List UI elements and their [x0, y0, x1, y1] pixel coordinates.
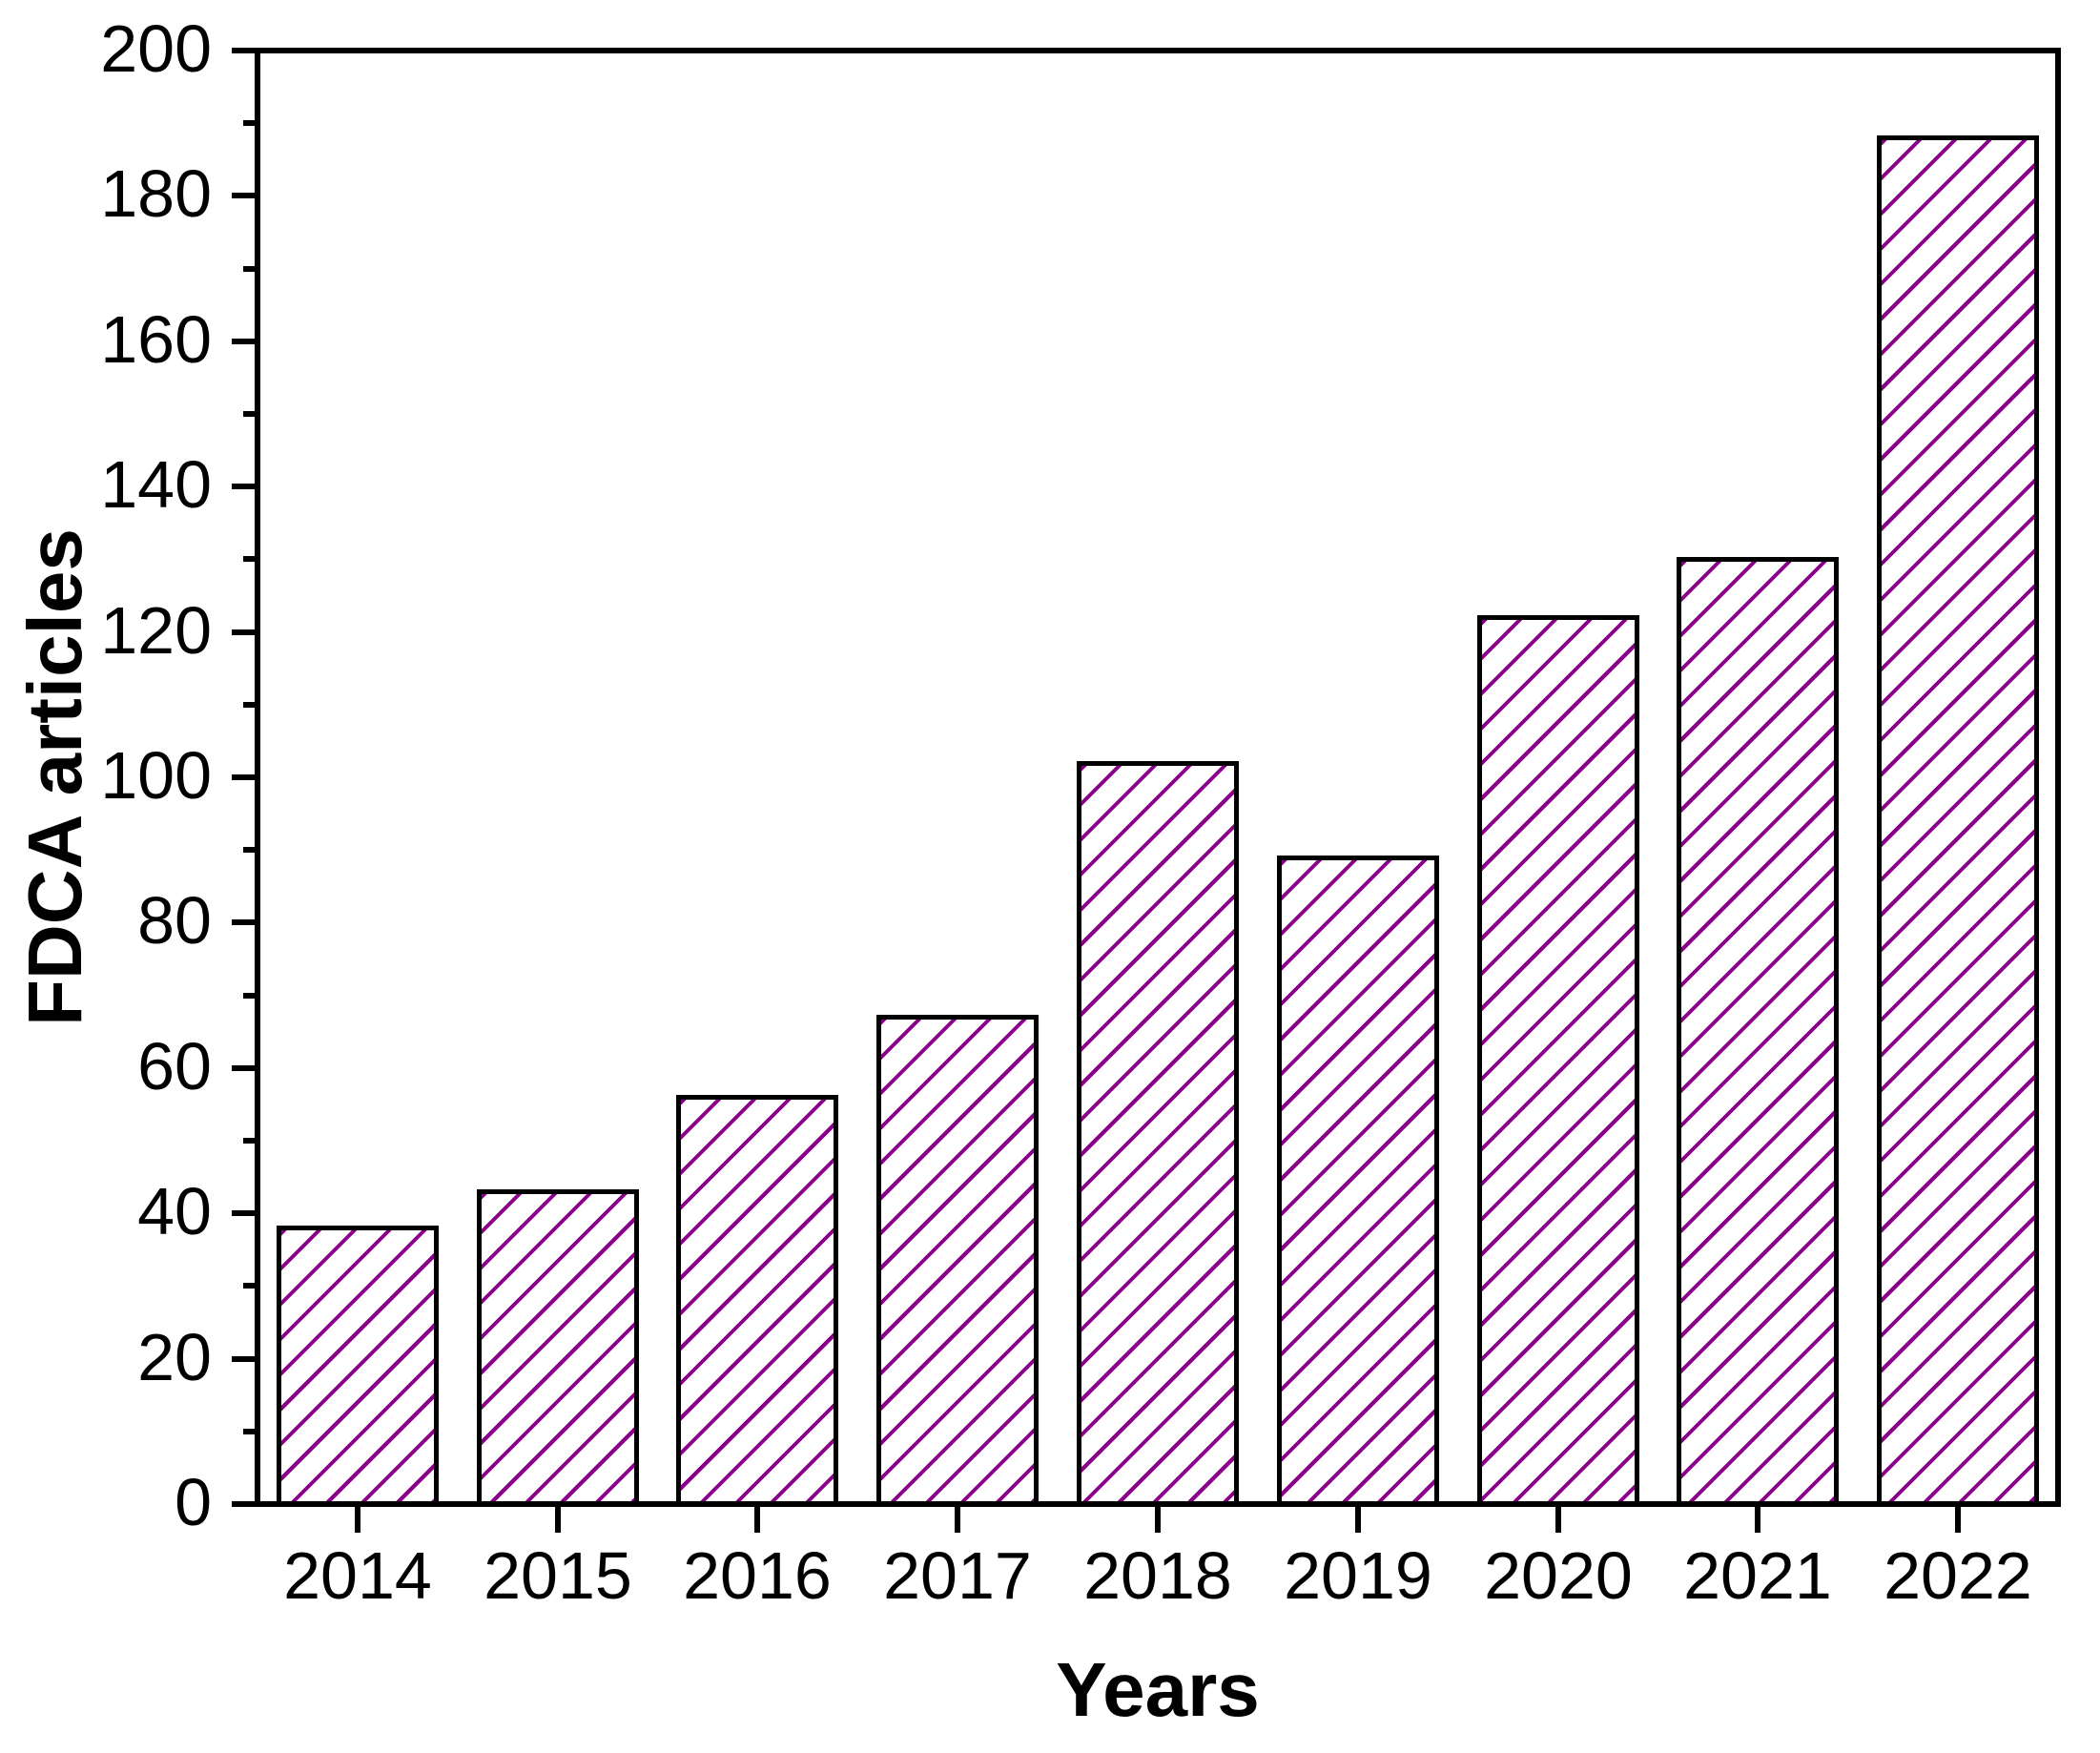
x-axis-tick-label: 2022	[1884, 1538, 2032, 1613]
x-axis-major-tick	[1555, 1504, 1561, 1533]
y-axis-tick-label: 40	[137, 1174, 212, 1248]
y-axis-minor-tick	[243, 1283, 260, 1289]
bar-2018	[1077, 761, 1239, 1507]
y-axis-major-tick	[232, 629, 260, 635]
y-axis-minor-tick	[243, 993, 260, 999]
y-axis-tick-label: 100	[100, 738, 212, 813]
x-axis-major-tick	[1155, 1504, 1161, 1533]
bar-2022	[1877, 135, 2039, 1507]
x-axis-major-tick	[1355, 1504, 1361, 1533]
bar-2020	[1477, 615, 1639, 1507]
y-axis-tick-label: 60	[137, 1029, 212, 1103]
x-axis-major-tick	[955, 1504, 960, 1533]
x-axis-tick-label: 2016	[683, 1538, 832, 1613]
y-axis-tick-label: 120	[100, 593, 212, 668]
x-axis-major-tick	[1955, 1504, 1961, 1533]
y-axis-minor-tick	[243, 1138, 260, 1144]
bar-2014	[277, 1226, 439, 1507]
y-axis-minor-tick	[243, 556, 260, 562]
bar-2016	[676, 1095, 838, 1507]
x-axis-tick-label: 2020	[1484, 1538, 1633, 1613]
bar-2015	[477, 1189, 639, 1507]
y-axis-minor-tick	[243, 702, 260, 708]
y-axis-major-tick	[232, 48, 260, 53]
y-axis-minor-tick	[243, 120, 260, 126]
x-axis-tick-label: 2014	[283, 1538, 432, 1613]
x-axis-major-tick	[555, 1504, 561, 1533]
y-axis-tick-label: 20	[137, 1320, 212, 1394]
y-axis-major-tick	[232, 1356, 260, 1362]
y-axis-tick-label: 180	[100, 156, 212, 231]
y-axis-minor-tick	[243, 847, 260, 853]
y-axis-tick-label: 200	[100, 11, 212, 86]
y-axis-tick-label: 140	[100, 447, 212, 522]
y-axis-major-tick	[232, 339, 260, 344]
y-axis-major-tick	[232, 193, 260, 198]
x-axis-tick-label: 2017	[883, 1538, 1032, 1613]
y-axis-tick-label: 80	[137, 883, 212, 958]
bar-2017	[876, 1015, 1039, 1507]
x-axis-tick-label: 2021	[1683, 1538, 1832, 1613]
y-axis-tick-label: 160	[100, 302, 212, 377]
plot-frame	[255, 48, 2061, 1507]
y-axis-major-tick	[232, 1210, 260, 1216]
y-axis-major-tick	[232, 484, 260, 489]
x-axis-major-tick	[355, 1504, 360, 1533]
x-axis-tick-label: 2018	[1083, 1538, 1232, 1613]
y-axis-tick-label: 0	[175, 1465, 212, 1539]
y-axis-major-tick	[232, 919, 260, 925]
bar-2021	[1677, 557, 1839, 1507]
y-axis-minor-tick	[243, 1429, 260, 1434]
y-axis-minor-tick	[243, 411, 260, 417]
x-axis-major-tick	[1755, 1504, 1760, 1533]
y-axis-major-tick	[232, 774, 260, 780]
y-axis-minor-tick	[243, 266, 260, 272]
x-axis-tick-label: 2015	[484, 1538, 632, 1613]
x-axis-title: Years	[1056, 1647, 1260, 1732]
y-axis-major-tick	[232, 1065, 260, 1071]
x-axis-major-tick	[754, 1504, 760, 1533]
bar-2019	[1277, 856, 1439, 1507]
y-axis-title: FDCA articles	[12, 528, 97, 1026]
y-axis-major-tick	[232, 1501, 260, 1507]
x-axis-tick-label: 2019	[1284, 1538, 1432, 1613]
